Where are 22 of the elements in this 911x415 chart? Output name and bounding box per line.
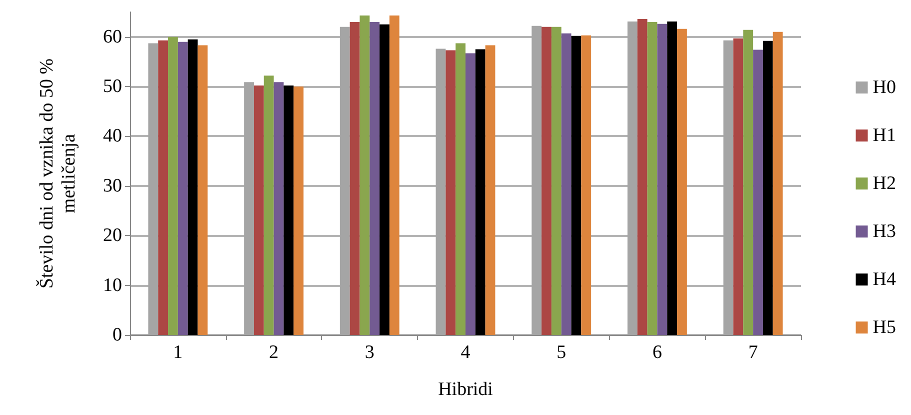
legend-label: H5 (872, 317, 896, 338)
x-tick-label: 3 (364, 342, 374, 363)
x-axis-title: Hibridi (438, 379, 493, 400)
y-axis-title: Število dni od vznika do 50 % metličenja (36, 58, 80, 289)
y-tick-label: 10 (103, 274, 122, 296)
legend-label: H0 (872, 77, 896, 98)
y-tick-label: 20 (103, 225, 122, 246)
x-tick-label: 5 (556, 342, 566, 363)
y-tick-label: 30 (103, 175, 122, 196)
x-tick-label: 6 (652, 342, 662, 363)
y-tick-label: 50 (103, 76, 122, 98)
legend-label: H3 (872, 221, 896, 242)
x-tick-label: 2 (269, 342, 279, 363)
legend-label: H1 (872, 125, 896, 146)
y-tick-label: 40 (103, 126, 122, 147)
y-tick-label: 60 (103, 26, 122, 48)
x-tick-label: 4 (460, 342, 471, 363)
legend-label: H2 (872, 173, 896, 194)
y-tick-label: 0 (112, 324, 122, 346)
x-tick-label: 7 (748, 342, 758, 363)
legend-label: H4 (872, 269, 896, 290)
x-tick-label: 1 (173, 342, 183, 363)
